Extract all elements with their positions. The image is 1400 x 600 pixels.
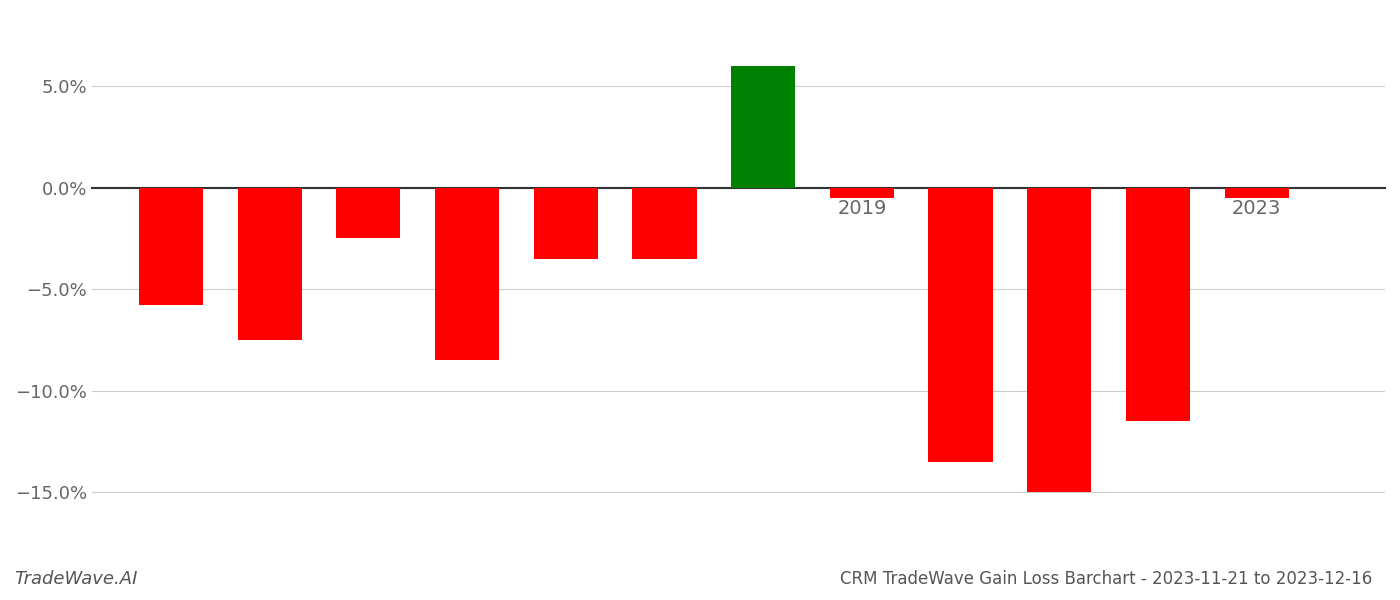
Bar bbox=[238, 188, 302, 340]
Bar bbox=[336, 188, 400, 238]
Bar bbox=[830, 188, 895, 198]
Bar bbox=[928, 188, 993, 462]
Bar bbox=[435, 188, 500, 360]
Text: CRM TradeWave Gain Loss Barchart - 2023-11-21 to 2023-12-16: CRM TradeWave Gain Loss Barchart - 2023-… bbox=[840, 570, 1372, 588]
Bar bbox=[1225, 188, 1289, 198]
Bar bbox=[1028, 188, 1092, 492]
Bar bbox=[139, 188, 203, 305]
Bar bbox=[533, 188, 598, 259]
Bar bbox=[1126, 188, 1190, 421]
Bar bbox=[633, 188, 697, 259]
Bar bbox=[731, 66, 795, 188]
Text: TradeWave.AI: TradeWave.AI bbox=[14, 570, 137, 588]
